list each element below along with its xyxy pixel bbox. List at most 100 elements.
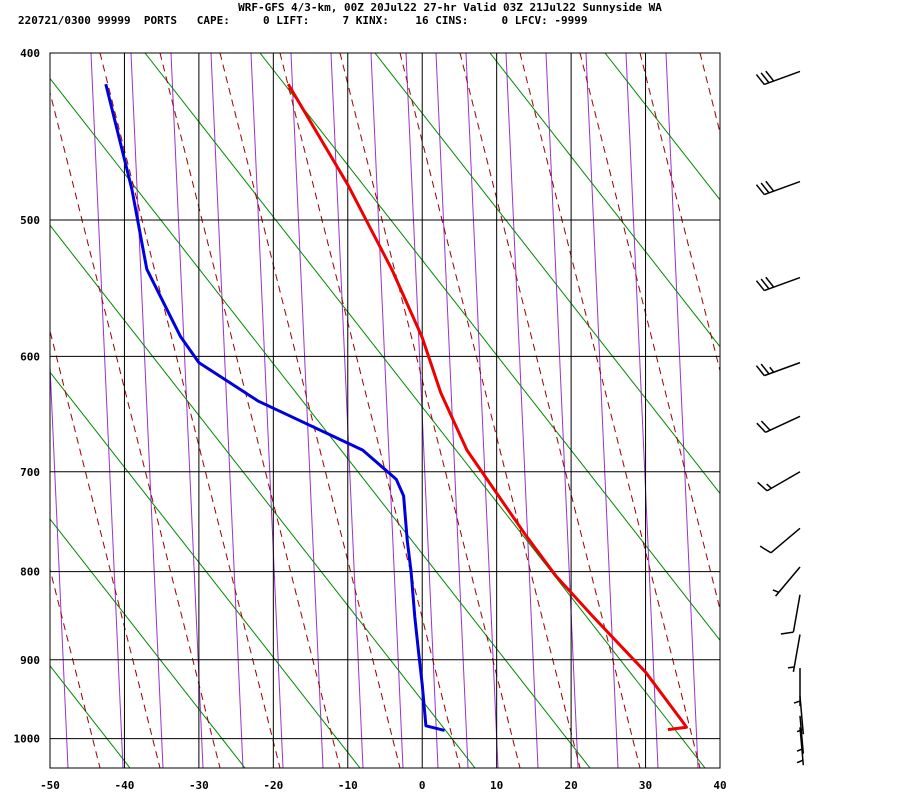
barb-feather: [757, 481, 768, 492]
barb-shaft: [764, 70, 801, 86]
x-tick-label: 40: [713, 779, 726, 792]
barb-feather: [755, 184, 765, 196]
mixing-ratio-lines: [50, 53, 699, 768]
mixing-ratio-line: [130, 53, 164, 768]
chart-title: WRF-GFS 4/3-km, 00Z 20Jul22 27-hr Valid …: [238, 1, 662, 14]
barb-shaft: [774, 566, 801, 597]
barb-shaft: [792, 634, 801, 672]
wind-barb: [755, 276, 801, 292]
mixing-ratio-line: [585, 53, 619, 768]
wind-barb: [755, 70, 801, 86]
mixing-ratio-line: [505, 53, 539, 768]
mixing-ratio-line: [290, 53, 324, 768]
wind-barb: [757, 471, 801, 492]
dry-adiabat-line: [0, 53, 15, 768]
barb-shaft: [770, 527, 801, 554]
isobar-gridlines: [50, 53, 720, 740]
wind-barb: [796, 727, 805, 766]
mixing-ratio-line: [465, 53, 499, 768]
x-tick-label: -50: [40, 779, 60, 792]
barb-feather: [755, 74, 765, 85]
dry-adiabat-line: [374, 53, 720, 495]
wind-barb: [755, 180, 801, 196]
x-tick-label: 30: [639, 779, 652, 792]
barb-half-feather: [769, 366, 775, 373]
mixing-ratio-line: [250, 53, 284, 768]
moist-adiabat-line: [99, 53, 281, 768]
barb-feather: [760, 182, 770, 194]
barb-feather: [780, 631, 794, 635]
barb-shaft: [765, 415, 801, 434]
barb-half-feather: [766, 483, 772, 489]
moist-adiabat-line: [760, 53, 900, 768]
barb-shaft: [799, 696, 805, 735]
barb-shaft: [799, 727, 805, 766]
y-tick-label: 700: [20, 466, 40, 479]
moist-adiabat-line: [639, 53, 720, 373]
wind-barb: [772, 566, 801, 597]
x-tick-label: 20: [564, 779, 577, 792]
dry-adiabat-line: [50, 224, 476, 768]
y-tick-label: 1000: [14, 733, 41, 746]
mixing-ratio-line: [210, 53, 244, 768]
barb-shaft: [792, 594, 801, 633]
mixing-ratio-line: [50, 354, 69, 768]
barb-feather: [760, 363, 770, 375]
mixing-ratio-line: [330, 53, 364, 768]
x-tick-label: -40: [115, 779, 135, 792]
dry-adiabat-line: [50, 371, 361, 768]
plot-area: [0, 53, 900, 768]
moist-adiabat-line: [50, 90, 221, 768]
dry-adiabat-line: [719, 53, 720, 54]
x-tick-label: 10: [490, 779, 503, 792]
barb-feather: [760, 420, 771, 431]
moist-adiabat-line: [399, 53, 581, 768]
barb-feather: [765, 70, 775, 82]
barb-shaft: [766, 471, 801, 492]
dry-adiabat-line: [50, 77, 591, 768]
x-tick-label: -20: [263, 779, 283, 792]
dry-adiabat-line: [604, 53, 720, 201]
barb-shaft: [764, 361, 801, 377]
x-tick-label: -30: [189, 779, 209, 792]
wind-barb: [755, 361, 801, 377]
plot-frame: [49, 52, 721, 769]
y-tick-label: 900: [20, 654, 40, 667]
dry-adiabat-line: [489, 53, 720, 348]
dry-adiabat-line: [835, 53, 900, 768]
dry-adiabat-line: [144, 53, 706, 768]
y-tick-label: 600: [20, 350, 40, 363]
x-tick-label: 0: [419, 779, 426, 792]
x-tick-label: -10: [338, 779, 358, 792]
mixing-ratio-line: [545, 53, 579, 768]
barb-half-feather: [787, 666, 795, 669]
y-tick-label: 400: [20, 47, 40, 60]
y-tick-label: 500: [20, 214, 40, 227]
barb-shaft: [764, 180, 801, 196]
barb-feather: [755, 280, 765, 292]
mixing-ratio-line: [170, 53, 204, 768]
isotherm-gridlines: [50, 53, 720, 768]
barb-feather: [756, 422, 767, 433]
dewpoint-profile: [104, 83, 445, 732]
wind-barbs: [755, 70, 805, 766]
dry-adiabat-line: [259, 53, 720, 642]
wind-barb: [756, 415, 801, 434]
mixing-ratio-line: [625, 53, 659, 768]
moist-adiabat-line: [699, 53, 720, 135]
barb-feather: [755, 365, 765, 377]
mixing-ratio-line: [435, 53, 469, 768]
wind-barb: [787, 634, 801, 672]
wind-barb: [793, 668, 801, 707]
y-tick-label: 800: [20, 566, 40, 579]
wind-barb: [780, 594, 801, 635]
barb-shaft: [764, 276, 801, 292]
barb-half-feather: [793, 700, 801, 704]
barb-feather: [765, 180, 775, 192]
stability-indices: 220721/0300 99999 PORTS CAPE: 0 LIFT: 7 …: [18, 14, 588, 27]
mixing-ratio-line: [370, 53, 404, 768]
barb-feather: [759, 545, 772, 554]
moist-adiabat-line: [519, 53, 701, 768]
